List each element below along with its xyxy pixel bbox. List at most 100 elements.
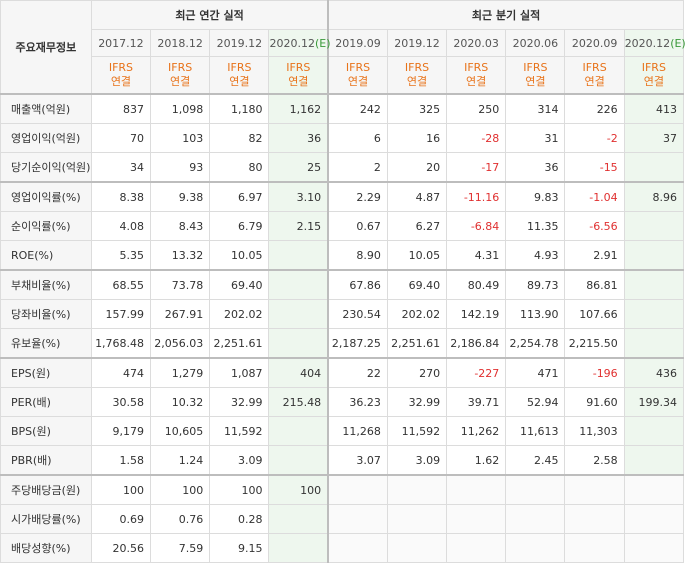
value-cell: 52.94 <box>505 387 566 417</box>
value-cell <box>623 152 685 183</box>
value-cell: 0.28 <box>209 504 270 534</box>
value-cell: 8.90 <box>327 240 388 271</box>
ifrs-label: IFRS <box>227 61 252 74</box>
value-cell: 6 <box>327 123 388 153</box>
table-row: PBR(배) 1.58 1.24 3.09 3.07 3.09 1.62 2.45 2.58 <box>0 445 685 476</box>
value-cell: 4.87 <box>386 181 448 212</box>
value-cell: 2,254.78 <box>505 328 566 359</box>
value-cell: 267.91 <box>150 299 211 329</box>
period-label: 2019.12 <box>216 36 263 50</box>
value-cell: 7.59 <box>150 533 211 563</box>
value-cell: 11,268 <box>327 416 388 446</box>
value-cell: 80 <box>209 152 270 183</box>
value-cell <box>505 533 566 563</box>
consolidated-label: 연결 <box>584 75 605 88</box>
value-cell <box>564 533 625 563</box>
value-cell: -6.56 <box>564 211 625 241</box>
value-cell: 8.96 <box>623 181 685 212</box>
period-label: 2020.12 <box>624 36 671 50</box>
value-cell: 82 <box>209 123 270 153</box>
row-title-header: 주요재무정보 <box>0 0 92 95</box>
value-cell: 30.58 <box>90 387 152 417</box>
value-cell <box>623 328 685 359</box>
value-cell <box>623 445 685 476</box>
value-cell <box>446 533 507 563</box>
value-cell: 32.99 <box>209 387 270 417</box>
value-cell: 11,262 <box>446 416 507 446</box>
value-cell: 89.73 <box>505 269 566 300</box>
value-cell: 70 <box>90 123 152 153</box>
value-cell: 5.35 <box>90 240 152 271</box>
value-cell: -28 <box>446 123 507 153</box>
value-cell: 2,187.25 <box>327 328 388 359</box>
period-header-annual-2: 2019.12 <box>209 29 270 57</box>
value-cell: 9.38 <box>150 181 211 212</box>
ifrs-label: IFRS <box>582 61 607 74</box>
estimate-marker: (E) <box>314 36 331 50</box>
quarter-group-header: 최근 분기 실적 <box>327 0 685 30</box>
value-cell: 37 <box>623 123 685 153</box>
value-cell <box>268 269 329 300</box>
ifrs-label: IFRS <box>464 61 489 74</box>
ifrs-label: IFRS <box>523 61 548 74</box>
table-row: BPS(원) 9,179 10,605 11,592 11,268 11,592 11,26… <box>0 416 685 446</box>
value-cell: 80.49 <box>446 269 507 300</box>
value-cell <box>505 504 566 534</box>
value-cell: 11.35 <box>505 211 566 241</box>
consolidated-label: 연결 <box>229 75 250 88</box>
value-cell: 69.40 <box>209 269 270 300</box>
value-cell: 16 <box>386 123 448 153</box>
ifrs-label: IFRS <box>168 61 193 74</box>
value-cell: -1.04 <box>564 181 625 212</box>
value-cell: 2,251.61 <box>386 328 448 359</box>
value-cell <box>564 504 625 534</box>
value-cell: 1,098 <box>150 93 211 124</box>
table-row: 부채비율(%) 68.55 73.78 69.40 67.86 69.40 80.49 89.… <box>0 269 685 300</box>
value-cell: -15 <box>564 152 625 183</box>
value-cell: 202.02 <box>386 299 448 329</box>
value-cell <box>268 504 329 534</box>
value-cell: 31 <box>505 123 566 153</box>
row-label: 당기순이익(억원) <box>0 152 92 183</box>
value-cell: 13.32 <box>150 240 211 271</box>
value-cell: 0.76 <box>150 504 211 534</box>
value-cell: 3.09 <box>386 445 448 476</box>
value-cell: 202.02 <box>209 299 270 329</box>
table-row: 매출액(억원) 837 1,098 1,180 1,162 242 325 250 314 226… <box>0 93 685 124</box>
value-cell: 4.31 <box>446 240 507 271</box>
value-cell: 0.69 <box>90 504 152 534</box>
value-cell: 2.29 <box>327 181 388 212</box>
value-cell: 3.09 <box>209 445 270 476</box>
table-row: PER(배) 30.58 10.32 32.99 215.48 36.23 32.99 39.… <box>0 387 685 417</box>
value-cell <box>446 504 507 534</box>
value-cell <box>268 328 329 359</box>
table-row: 당좌비율(%) 157.99 267.91 202.02 230.54 202.02 142… <box>0 299 685 329</box>
value-cell: 9.83 <box>505 181 566 212</box>
value-cell <box>327 533 388 563</box>
value-cell: -227 <box>446 357 507 388</box>
value-cell: 9,179 <box>90 416 152 446</box>
value-cell <box>386 504 448 534</box>
ifrs-header-cell: IFRS 연결 <box>505 56 566 95</box>
value-cell: 157.99 <box>90 299 152 329</box>
period-header-quarter-3: 2020.06 <box>505 29 566 57</box>
value-cell <box>327 504 388 534</box>
table-row: 영업이익률(%) 8.38 9.38 6.97 3.10 2.29 4.87 -11.16 9.… <box>0 181 685 212</box>
value-cell: 404 <box>268 357 329 388</box>
ifrs-header-cell: IFRS 연결 <box>150 56 211 95</box>
value-cell: 0.67 <box>327 211 388 241</box>
row-label: 당좌비율(%) <box>0 299 92 329</box>
row-label: 매출액(억원) <box>0 93 92 124</box>
value-cell: 2.91 <box>564 240 625 271</box>
value-cell: 270 <box>386 357 448 388</box>
value-cell: 8.43 <box>150 211 211 241</box>
value-cell: 10.05 <box>386 240 448 271</box>
value-cell: 1,180 <box>209 93 270 124</box>
estimate-marker: (E) <box>670 36 686 50</box>
period-label: 2020.09 <box>571 36 618 50</box>
value-cell: 9.15 <box>209 533 270 563</box>
value-cell: 34 <box>90 152 152 183</box>
value-cell: -196 <box>564 357 625 388</box>
ifrs-header-row: IFRS 연결 IFRS 연결 IFRS 연결 IFRS 연결 IFRS 연결 IFRS 연결 IFRS… <box>1 56 685 95</box>
